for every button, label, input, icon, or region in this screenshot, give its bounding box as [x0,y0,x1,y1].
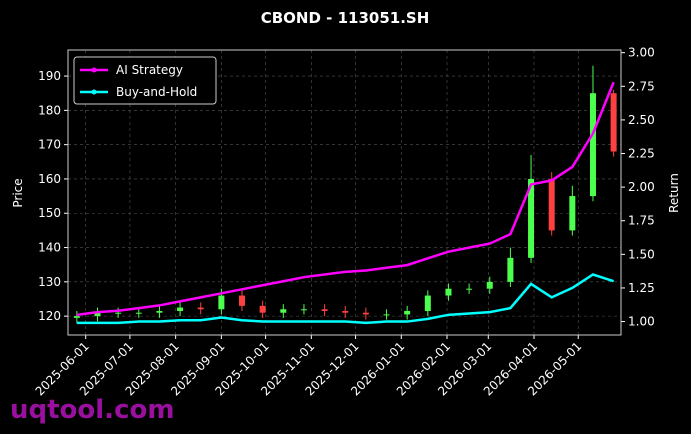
candle-body [610,93,617,152]
candle-body [73,316,80,318]
series-line [76,81,615,317]
candle-body [259,305,266,313]
candle-body [342,310,349,313]
y2-tick-label: 2.25 [628,147,655,161]
candle-body [383,314,390,316]
legend-label: Buy-and-Hold [116,85,197,99]
y2-tick-label: 1.25 [628,281,655,295]
candle-body [548,178,555,231]
legend-label: AI Strategy [116,63,183,77]
candle-body [466,288,473,290]
y-tick-label: 120 [38,309,61,323]
y2-axis-label: Return [667,173,681,213]
y2-tick-label: 1.50 [628,247,655,261]
legend-box [73,56,217,105]
y2-tick-label: 3.00 [628,46,655,60]
legend-marker [91,67,97,73]
candle-body [507,257,514,282]
candle-body [569,196,576,231]
chart-title: CBOND - 113051.SH [261,9,430,27]
y2-tick-label: 2.00 [628,180,655,194]
series-line [76,273,615,325]
legend-marker [91,89,97,95]
y-tick-label: 160 [38,172,61,186]
candle-body [445,288,452,296]
candle-body [404,310,411,315]
y2-tick-label: 2.50 [628,113,655,127]
candle-body [486,281,493,289]
candle-body [135,312,142,314]
candle-body [197,307,204,310]
y-tick-label: 150 [38,206,61,220]
y2-tick-label: 1.00 [628,315,655,329]
candle-body [321,309,328,311]
candle-body [177,307,184,311]
candle-body [528,178,535,258]
y-tick-label: 190 [38,69,61,83]
y2-tick-label: 1.75 [628,214,655,228]
y-tick-label: 130 [38,275,61,289]
y-tick-label: 140 [38,241,61,255]
candle-body [280,309,287,313]
plot-frame [67,49,622,336]
candle-body [156,310,163,313]
y2-tick-label: 2.75 [628,79,655,93]
y-axis-label: Price [11,178,25,207]
legend: AI Strategy Buy-and-Hold [73,56,217,105]
candle-body [300,309,307,311]
candle-body [218,295,225,310]
watermark: uqtool.com [10,395,174,425]
candle-body [239,295,246,306]
candle-body [589,93,596,197]
candle-body [424,295,431,311]
candle-body [115,312,122,314]
y-tick-label: 170 [38,138,61,152]
candle-body [94,312,101,317]
candle-body [362,312,369,315]
y-tick-label: 180 [38,103,61,117]
